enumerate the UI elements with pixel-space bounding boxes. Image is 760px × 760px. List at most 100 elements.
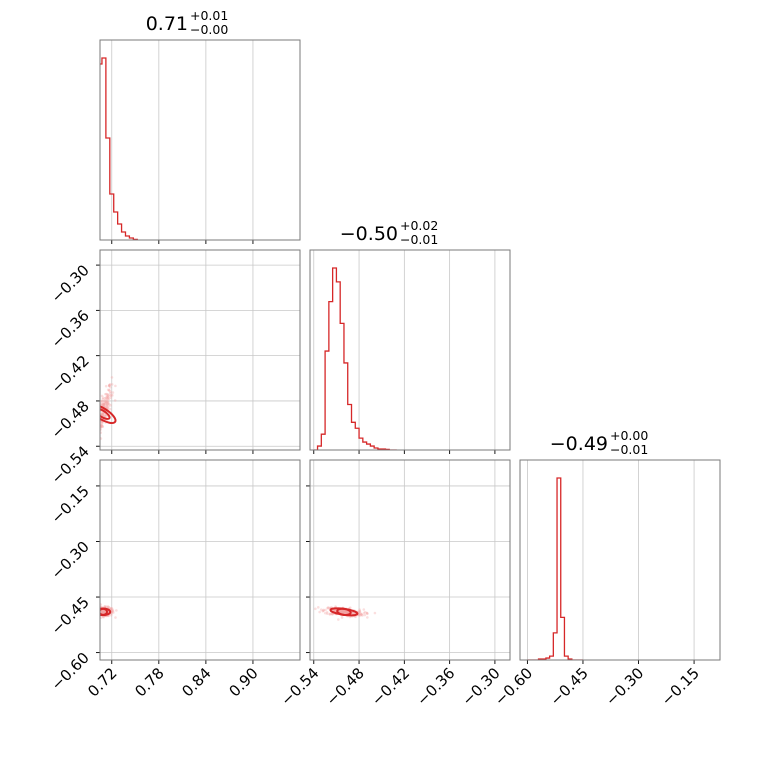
xtick-label: −0.30 — [602, 664, 647, 709]
sample-point — [109, 390, 112, 394]
sample-point — [364, 610, 367, 614]
sample-point — [105, 397, 109, 400]
xtick-label: −0.48 — [323, 664, 368, 709]
ytick-label: −0.36 — [48, 306, 93, 351]
sample-point — [105, 404, 108, 408]
sample-point — [343, 609, 347, 613]
sample-point — [96, 610, 99, 613]
sample-point — [97, 611, 100, 614]
sample-point — [97, 608, 100, 611]
sample-point — [96, 443, 99, 446]
sample-point — [101, 611, 104, 615]
sample-point — [340, 616, 344, 619]
sample-point — [366, 612, 369, 616]
sample-point — [97, 421, 100, 424]
sample-point — [104, 414, 108, 418]
sample-point — [346, 610, 349, 614]
sample-point — [110, 607, 114, 610]
xtick-label: −0.45 — [547, 664, 592, 709]
sample-point — [95, 428, 98, 431]
sample-point — [340, 610, 343, 614]
sample-point — [342, 609, 345, 613]
ytick-label: −0.15 — [48, 482, 93, 527]
sample-point — [97, 607, 100, 610]
sample-point — [108, 383, 112, 386]
sample-point — [366, 616, 369, 619]
sample-point — [89, 616, 92, 619]
sample-point — [102, 611, 105, 615]
sample-point — [106, 396, 110, 399]
sample-point — [93, 429, 96, 432]
sample-point — [103, 610, 107, 613]
sample-point — [96, 422, 99, 425]
xtick-label: 0.72 — [84, 664, 120, 700]
sample-point — [100, 616, 103, 619]
sample-point — [112, 611, 115, 614]
sample-point — [323, 611, 327, 615]
sample-point — [319, 608, 323, 611]
sample-point — [104, 396, 108, 399]
sample-point — [114, 384, 117, 388]
sample-point — [102, 609, 105, 613]
title-plus-2: +0.00 — [610, 428, 648, 443]
panel-frame — [99, 39, 301, 241]
xtick-label: 0.78 — [131, 664, 167, 700]
sample-point — [341, 610, 344, 613]
sample-point — [343, 609, 347, 613]
sample-point — [107, 388, 111, 392]
sample-point — [101, 412, 105, 415]
sample-point — [100, 421, 104, 425]
sample-point — [94, 610, 97, 613]
sample-point — [106, 388, 110, 392]
sample-point — [105, 605, 108, 608]
title-minus-1: −0.01 — [400, 232, 438, 247]
panel-frame — [309, 459, 511, 661]
sample-point — [96, 408, 99, 411]
sample-point — [94, 435, 97, 438]
sample-point — [106, 393, 109, 396]
sample-point — [100, 610, 104, 614]
sample-point — [93, 432, 96, 435]
sample-point — [324, 608, 327, 612]
panel-0-0: 0.71 +0.01−0.00 — [99, 8, 301, 244]
sample-point — [327, 606, 330, 609]
sample-point — [340, 610, 343, 614]
sample-point — [362, 611, 366, 615]
sample-point — [97, 422, 100, 425]
ytick-label: −0.48 — [48, 397, 93, 442]
sample-point — [100, 403, 104, 406]
panel-frame — [309, 249, 511, 451]
sample-point — [102, 610, 106, 614]
sample-point — [106, 402, 109, 406]
sample-point — [105, 401, 109, 404]
sample-point — [340, 609, 343, 612]
histogram-2 — [527, 477, 583, 660]
sample-point — [91, 440, 94, 443]
xtick-label: −0.54 — [277, 664, 322, 709]
sample-point — [96, 426, 99, 429]
sample-point — [107, 393, 110, 397]
sample-point — [94, 610, 97, 613]
sample-point — [102, 610, 105, 613]
sample-point — [95, 436, 98, 439]
sample-point — [95, 608, 98, 611]
sample-point — [100, 425, 103, 429]
sample-point — [342, 609, 346, 613]
sample-point — [102, 609, 105, 613]
sample-point — [106, 605, 110, 608]
sample-point — [93, 433, 96, 436]
sample-point — [101, 610, 104, 613]
panel-2-2: −0.49 +0.00−0.01−0.60 −0.45 −0.30 −0.15 — [491, 428, 721, 709]
sample-point — [101, 610, 104, 613]
sample-point — [104, 384, 108, 388]
sample-point — [97, 614, 100, 617]
sample-point — [106, 397, 109, 400]
sample-point — [359, 612, 363, 616]
sample-point — [358, 609, 362, 613]
ytick-label: −0.54 — [48, 442, 93, 487]
sample-point — [105, 392, 108, 396]
sample-point — [346, 610, 350, 614]
sample-point — [90, 429, 93, 432]
sample-point — [102, 610, 106, 613]
